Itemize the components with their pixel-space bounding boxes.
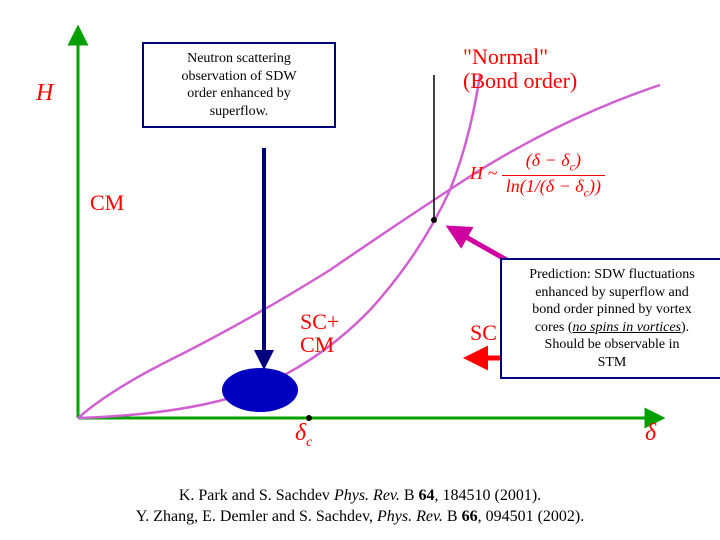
phase-diagram: H δ δc CM SC+CM SC "Normal"(Bond order) … [50,20,670,460]
citations: K. Park and S. Sachdev Phys. Rev. B 64, … [0,486,720,528]
region-normal-label: "Normal"(Bond order) [463,45,577,93]
scaling-formula: H ~ (δ − δc) ln(1/(δ − δc)) [470,150,605,200]
region-cm-label: CM [90,190,124,216]
sample-region-ellipse [222,368,298,412]
region-sccm-label: SC+CM [300,310,339,356]
critical-point-curve [431,217,437,223]
x-axis-label: δ [645,420,656,447]
region-sc-label: SC [470,320,497,346]
annotation-prediction-box: Prediction: SDW fluctuations enhanced by… [500,258,720,379]
x-crit-label: δc [295,420,312,451]
y-axis-label: H [36,80,53,107]
annotation-neutron-box: Neutron scattering observation of SDW or… [142,42,336,128]
